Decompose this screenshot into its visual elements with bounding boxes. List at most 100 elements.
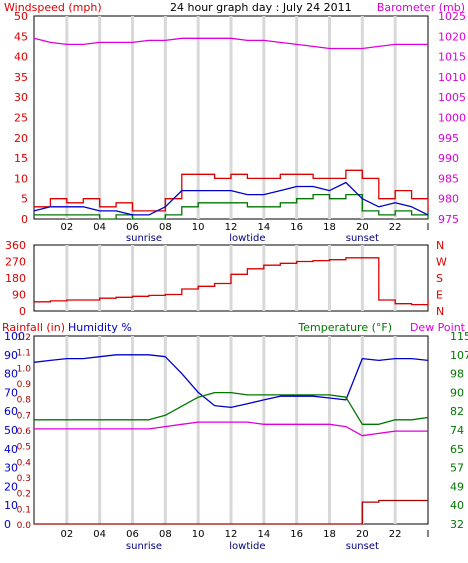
wind-sunrise-label: sunrise bbox=[126, 233, 162, 244]
wind-hour-label: 12 bbox=[225, 222, 238, 233]
rain-humidity-temp-panel: 0 10 20 30 40 50 60 70 80 90 100 0.0 0.1 0.2 0.3 0.4 0.5… bbox=[4, 330, 468, 552]
dewpoint-axis-label: Dew Point bbox=[410, 321, 466, 334]
baro-tick-label: 975 bbox=[438, 213, 459, 226]
wind-hour-label: 22 bbox=[389, 222, 402, 233]
env-hour-label: I bbox=[427, 529, 430, 540]
wind-tick-label: 30 bbox=[14, 91, 28, 104]
temperature-tick-label: 90 bbox=[450, 386, 464, 399]
humidity-tick-label: 20 bbox=[4, 480, 18, 493]
humidity-line bbox=[33, 354, 429, 409]
humidity-tick-label: 10 bbox=[4, 499, 18, 512]
baro-tick-label: 995 bbox=[438, 132, 459, 145]
temperature-tick-label: 57 bbox=[450, 462, 464, 475]
temperature-tick-label: 98 bbox=[450, 368, 464, 381]
env-sunrise-label: sunrise bbox=[126, 541, 162, 552]
wind-hour-label: 20 bbox=[356, 222, 369, 233]
wind-hour-label: 08 bbox=[159, 222, 172, 233]
env-hour-label: 04 bbox=[93, 529, 106, 540]
wind-tick-label: 10 bbox=[14, 172, 28, 185]
temperature-tick-label: 65 bbox=[450, 443, 464, 456]
temperature-axis-label: Temperature (°F) bbox=[297, 321, 392, 334]
baro-tick-label: 1025 bbox=[438, 10, 466, 23]
env-hour-label: 22 bbox=[389, 529, 402, 540]
rain-tick-label: 0.0 bbox=[17, 521, 32, 531]
rain-axis-label: Rainfall (in) bbox=[2, 321, 65, 334]
dir-tick-label: 360 bbox=[5, 239, 26, 252]
wind-low-line bbox=[34, 193, 429, 220]
temperature-tick-label: 82 bbox=[450, 405, 464, 418]
humidity-tick-label: 100 bbox=[4, 330, 25, 343]
env-hour-label: 08 bbox=[159, 529, 172, 540]
rain-tick-label: 0.1 bbox=[17, 505, 31, 515]
baro-tick-label: 980 bbox=[438, 193, 459, 206]
dir-tick-label: 0 bbox=[19, 305, 26, 318]
wind-hour-label: 02 bbox=[60, 222, 73, 233]
baro-tick-label: 1005 bbox=[438, 91, 466, 104]
temperature-tick-label: 115 bbox=[450, 330, 468, 343]
wind-average-line bbox=[33, 181, 429, 216]
temperature-line bbox=[34, 391, 429, 425]
humidity-tick-label: 80 bbox=[4, 368, 18, 381]
env-lowtide-label: lowtide bbox=[229, 541, 265, 552]
rain-tick-label: 0.8 bbox=[17, 396, 32, 406]
wind-hour-label: 04 bbox=[93, 222, 106, 233]
baro-tick-label: 1000 bbox=[438, 112, 466, 125]
humidity-tick-label: 0 bbox=[4, 518, 11, 531]
rain-tick-label: 0.6 bbox=[17, 427, 32, 437]
dir-compass-label: W bbox=[436, 256, 447, 269]
temperature-tick-label: 32 bbox=[450, 518, 464, 531]
wind-hour-label: 16 bbox=[290, 222, 303, 233]
rain-tick-label: 1.1 bbox=[17, 349, 31, 359]
dir-tick-label: 90 bbox=[12, 289, 26, 302]
wind-sunset-label: sunset bbox=[346, 233, 379, 244]
windspeed-line bbox=[34, 169, 429, 212]
barometer-line bbox=[33, 37, 428, 50]
humidity-tick-label: 50 bbox=[4, 424, 18, 437]
wind-tick-label: 25 bbox=[14, 112, 28, 125]
humidity-tick-label: 40 bbox=[4, 443, 18, 456]
rain-tick-label: 0.3 bbox=[17, 474, 31, 484]
rain-tick-label: 0.5 bbox=[17, 443, 31, 453]
temperature-tick-label: 40 bbox=[450, 499, 464, 512]
wind-tick-label: 50 bbox=[14, 10, 28, 23]
wind-lowtide-label: lowtide bbox=[229, 233, 265, 244]
env-hour-label: 02 bbox=[60, 529, 73, 540]
wind-hour-label: 06 bbox=[126, 222, 139, 233]
wind-hour-label: 10 bbox=[192, 222, 205, 233]
baro-tick-label: 1015 bbox=[438, 51, 466, 64]
dir-tick-label: 180 bbox=[5, 272, 26, 285]
env-sunset-label: sunset bbox=[346, 541, 379, 552]
dir-compass-label: N bbox=[436, 239, 444, 252]
baro-tick-label: 985 bbox=[438, 172, 459, 185]
rain-tick-label: 0.4 bbox=[17, 458, 32, 468]
humidity-tick-label: 90 bbox=[4, 349, 18, 362]
dir-tick-label: 270 bbox=[5, 256, 26, 269]
wind-hour-label: 18 bbox=[323, 222, 336, 233]
rain-tick-label: 0.9 bbox=[17, 380, 32, 390]
humidity-tick-label: 70 bbox=[4, 386, 18, 399]
env-hour-label: 16 bbox=[290, 529, 303, 540]
rain-tick-label: 0.7 bbox=[17, 411, 31, 421]
wind-tick-label: 35 bbox=[14, 71, 28, 84]
baro-tick-label: 1020 bbox=[438, 30, 466, 43]
temperature-tick-label: 74 bbox=[450, 424, 464, 437]
wind-tick-label: 15 bbox=[14, 152, 28, 165]
wind-tick-label: 0 bbox=[21, 213, 28, 226]
temperature-tick-label: 107 bbox=[450, 349, 468, 362]
rain-tick-label: 1.0 bbox=[17, 364, 32, 374]
humidity-tick-label: 60 bbox=[4, 405, 18, 418]
env-hour-label: 20 bbox=[356, 529, 369, 540]
rain-tick-label: 0.2 bbox=[17, 490, 31, 500]
wind-axis-label: Windspeed (mph) bbox=[4, 1, 102, 14]
wind-tick-label: 20 bbox=[14, 132, 28, 145]
rain-tick-label: 1.2 bbox=[17, 333, 31, 343]
rainfall-line bbox=[34, 499, 428, 525]
baro-tick-label: 990 bbox=[438, 152, 459, 165]
wind-direction-line bbox=[34, 257, 429, 306]
wind-hour-label: 14 bbox=[257, 222, 270, 233]
temperature-tick-label: 49 bbox=[450, 480, 464, 493]
humidity-axis-label: Humidity % bbox=[68, 321, 132, 334]
